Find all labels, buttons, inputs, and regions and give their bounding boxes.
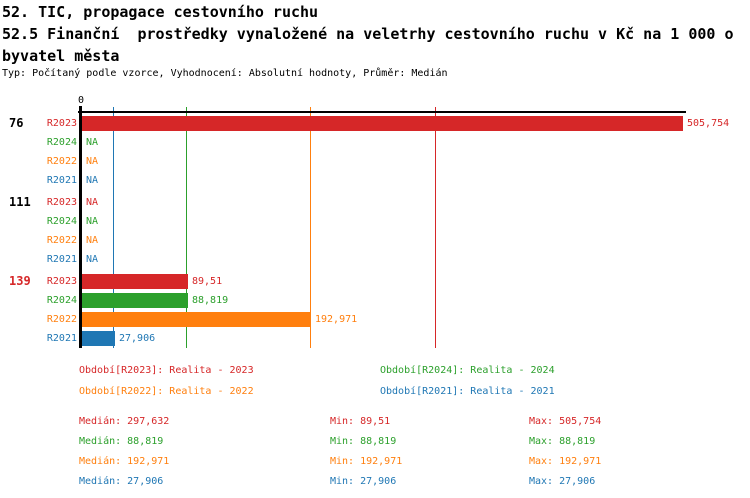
stat-min: Min: 89,51: [330, 416, 390, 427]
stat-value: 192,971: [360, 456, 403, 467]
y-axis-line: [79, 106, 82, 348]
stat-value: 297,632: [127, 416, 170, 427]
year-label: R2024: [46, 295, 77, 306]
value-bar: [82, 116, 683, 131]
stat-min: Min: 27,906: [330, 476, 396, 487]
na-label: NA: [86, 137, 99, 148]
median-gridline-r2023: [435, 107, 436, 348]
stat-label: Max:: [529, 436, 554, 447]
year-label: R2023: [46, 276, 77, 287]
legend-item: Období[R2023]: Realita - 2023: [79, 365, 254, 376]
year-label: R2022: [46, 156, 77, 167]
stat-value: 192,971: [559, 456, 602, 467]
year-label: R2023: [46, 118, 77, 129]
stat-value: 88,819: [559, 436, 596, 447]
stat-value: 89,51: [360, 416, 391, 427]
value-label: 88,819: [192, 295, 229, 306]
stat-value: 27,906: [127, 476, 164, 487]
stat-label: Max:: [529, 416, 554, 427]
x-axis-zero-tick-label: 0: [77, 95, 85, 106]
value-label: 505,754: [687, 118, 730, 129]
stat-label: Max:: [529, 456, 554, 467]
na-label: NA: [86, 254, 99, 265]
stat-value: 505,754: [559, 416, 602, 427]
page-title: 52. TIC, propagace cestovního ruchu: [2, 3, 319, 21]
na-label: NA: [86, 197, 99, 208]
legend-item: Období[R2024]: Realita - 2024: [380, 365, 555, 376]
group-label: 139: [9, 274, 31, 288]
year-label: R2022: [46, 235, 77, 246]
group-label: 76: [9, 116, 24, 130]
value-bar: [82, 331, 115, 346]
chart-area: 76 R2023 505,754 R2024 NA R2022 NA R2021 NA 111 R2…: [0, 90, 750, 355]
legend-item: Období[R2021]: Realita - 2021: [380, 386, 555, 397]
stat-value: 27,906: [559, 476, 596, 487]
legend-item: Období[R2022]: Realita - 2022: [79, 386, 254, 397]
value-bar: [82, 274, 188, 289]
stat-value: 192,971: [127, 456, 170, 467]
stat-label: Min:: [330, 456, 355, 467]
na-label: NA: [86, 235, 99, 246]
stat-median: Medián: 88,819: [79, 436, 163, 447]
median-gridline-r2022: [310, 107, 311, 348]
year-label: R2024: [46, 137, 77, 148]
year-label: R2023: [46, 197, 77, 208]
year-label: R2021: [46, 175, 77, 186]
stat-label: Min:: [330, 416, 355, 427]
stat-label: Medián:: [79, 456, 122, 467]
value-label: 89,51: [192, 276, 223, 287]
page-subtitle-line1: 52.5 Finanční prostředky vynaložené na v…: [2, 25, 734, 43]
chart-meta-line: Typ: Počítaný podle vzorce, Vyhodnocení:…: [2, 68, 448, 79]
value-label: 192,971: [315, 314, 358, 325]
stat-label: Medián:: [79, 416, 122, 427]
stat-label: Min:: [330, 436, 355, 447]
stat-label: Max:: [529, 476, 554, 487]
na-label: NA: [86, 216, 99, 227]
stat-label: Medián:: [79, 476, 122, 487]
value-bar: [82, 312, 311, 327]
median-gridline-r2024: [186, 107, 187, 348]
stat-median: Medián: 192,971: [79, 456, 169, 467]
value-label: 27,906: [119, 333, 156, 344]
year-label: R2021: [46, 254, 77, 265]
stat-median: Medián: 27,906: [79, 476, 163, 487]
stat-label: Min:: [330, 476, 355, 487]
year-label: R2024: [46, 216, 77, 227]
stat-min: Min: 192,971: [330, 456, 402, 467]
value-bar: [82, 293, 188, 308]
stat-value: 88,819: [127, 436, 164, 447]
median-gridline-r2021: [113, 107, 114, 348]
stat-min: Min: 88,819: [330, 436, 396, 447]
stat-max: Max: 505,754: [529, 416, 601, 427]
stat-median: Medián: 297,632: [79, 416, 169, 427]
page-subtitle-line2: byvatel města: [2, 47, 120, 65]
stat-max: Max: 27,906: [529, 476, 595, 487]
stat-value: 88,819: [360, 436, 397, 447]
year-label: R2021: [46, 333, 77, 344]
stat-max: Max: 88,819: [529, 436, 595, 447]
year-label: R2022: [46, 314, 77, 325]
stat-value: 27,906: [360, 476, 397, 487]
stat-max: Max: 192,971: [529, 456, 601, 467]
stat-label: Medián:: [79, 436, 122, 447]
x-axis-line: [78, 111, 686, 113]
group-label: 111: [9, 195, 31, 209]
na-label: NA: [86, 156, 99, 167]
na-label: NA: [86, 175, 99, 186]
